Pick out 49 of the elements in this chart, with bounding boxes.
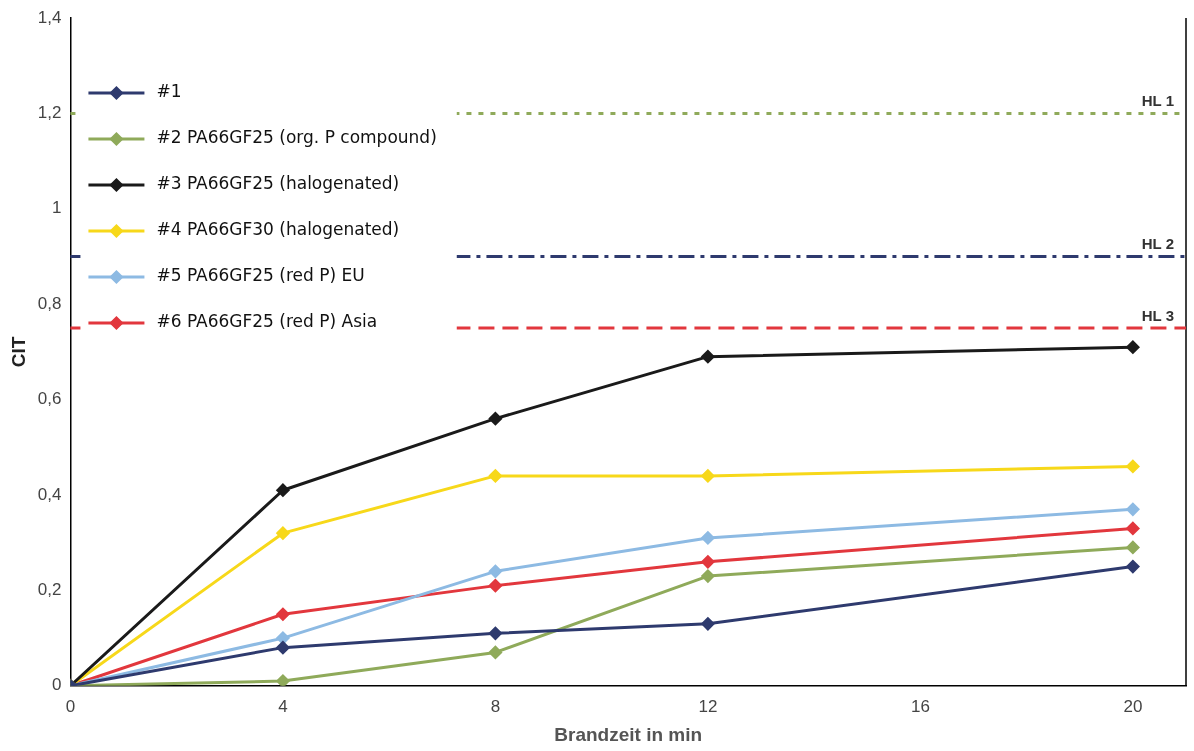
y-axis-title: CIT xyxy=(7,336,29,368)
x-tick-label: 12 xyxy=(698,696,718,716)
point xyxy=(1126,560,1140,574)
point xyxy=(488,579,502,593)
point xyxy=(701,569,715,583)
point xyxy=(1126,521,1140,535)
legend-label: #4 PA66GF30 (halogenated) xyxy=(156,219,400,240)
y-tick-label: 0,6 xyxy=(37,389,62,409)
point xyxy=(1126,540,1140,554)
point xyxy=(488,469,502,483)
x-tick-label: 0 xyxy=(65,696,76,716)
legend-label: #1 xyxy=(156,81,182,102)
y-tick-label: 0,4 xyxy=(37,484,62,504)
point xyxy=(488,564,502,578)
legend-label: #2 PA66GF25 (org. P compound) xyxy=(156,127,437,148)
y-tick-label: 0,2 xyxy=(37,580,62,600)
point xyxy=(701,617,715,631)
point xyxy=(276,526,290,540)
y-tick-label: 0 xyxy=(51,675,62,695)
ref-line-label: HL 2 xyxy=(1141,235,1174,253)
point xyxy=(1126,459,1140,473)
point xyxy=(1126,340,1140,354)
point xyxy=(276,483,290,497)
point xyxy=(276,631,290,645)
x-axis-title: Brandzeit in min xyxy=(554,723,703,745)
point xyxy=(488,412,502,426)
legend-label: #6 PA66GF25 (red P) Asia xyxy=(156,311,378,332)
ref-line-label: HL 3 xyxy=(1141,306,1174,324)
point xyxy=(701,469,715,483)
point xyxy=(701,555,715,569)
point xyxy=(701,350,715,364)
x-tick-label: 4 xyxy=(278,696,288,716)
x-tick-label: 16 xyxy=(910,696,930,716)
y-tick-label: 0,8 xyxy=(37,293,62,313)
y-tick-label: 1 xyxy=(51,198,62,218)
x-tick-label: 8 xyxy=(490,696,501,716)
point xyxy=(1126,502,1140,516)
point xyxy=(276,674,290,686)
point xyxy=(276,641,290,655)
y-tick-label: 1,2 xyxy=(37,103,62,123)
ref-line-label: HL 1 xyxy=(1141,92,1174,110)
legend-label: #3 PA66GF25 (halogenated) xyxy=(156,173,400,194)
y-tick-label: 1,4 xyxy=(37,7,62,27)
point xyxy=(488,626,502,640)
x-tick-label: 20 xyxy=(1123,696,1143,716)
legend-label: #5 PA66GF25 (red P) EU xyxy=(156,265,365,286)
point xyxy=(488,645,502,659)
point xyxy=(276,607,290,621)
point xyxy=(701,531,715,545)
